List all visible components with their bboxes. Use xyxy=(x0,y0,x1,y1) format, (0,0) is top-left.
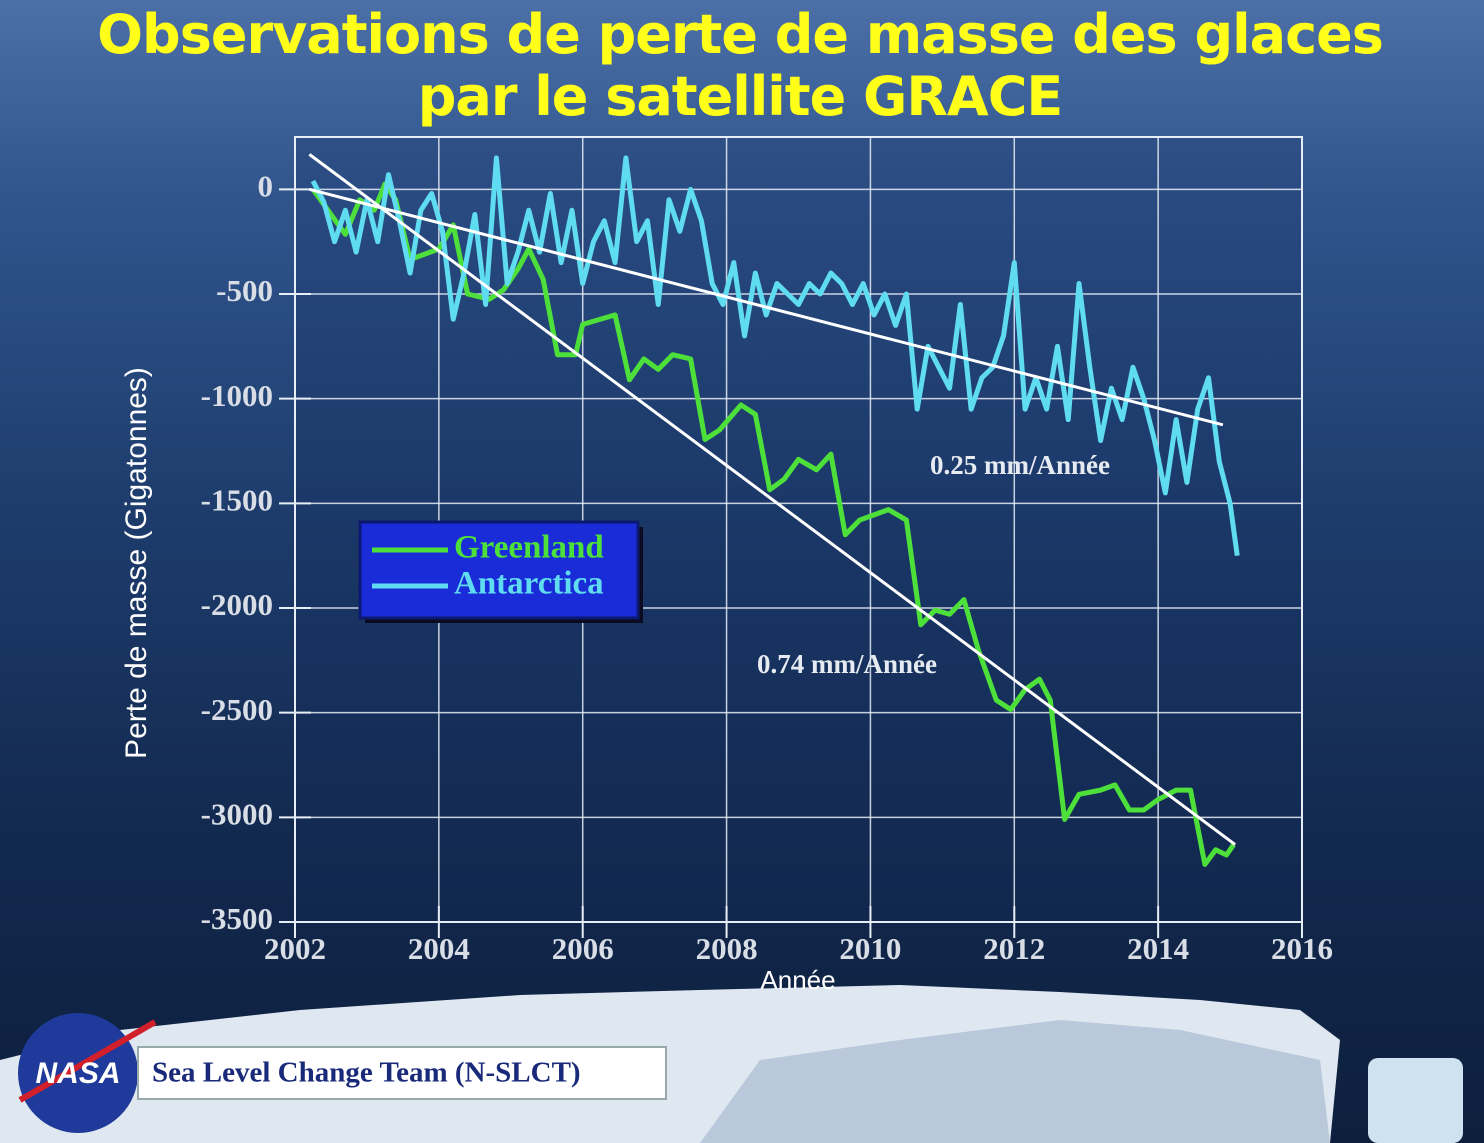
iceberg-shade xyxy=(700,1020,1330,1143)
iceberg-small xyxy=(1368,1058,1463,1143)
x-tick-label: 2012 xyxy=(983,931,1045,966)
y-axis-label: Perte de masse (Gigatonnes) xyxy=(120,367,153,759)
trend-line xyxy=(308,153,1237,846)
annotation: 0.25 mm/Année xyxy=(930,450,1110,480)
annotation: 0.74 mm/Année xyxy=(757,649,937,679)
x-tick-label: 2004 xyxy=(408,931,470,966)
footer-text: Sea Level Change Team (N-SLCT) xyxy=(152,1057,581,1089)
y-tick-label: -1000 xyxy=(201,378,273,413)
x-tick-label: 2010 xyxy=(839,931,901,966)
nasa-swoosh xyxy=(18,1019,157,1103)
y-tick-label: -3500 xyxy=(201,901,273,936)
y-tick-label: -1500 xyxy=(201,482,273,517)
nasa-logo xyxy=(18,1013,138,1133)
data-line xyxy=(310,155,1240,557)
x-tick-label: 2006 xyxy=(552,931,614,966)
legend-label: Greenland xyxy=(454,530,604,566)
trend-line xyxy=(309,187,1224,427)
legend-label: Antarctica xyxy=(454,566,604,602)
x-tick-label: 2016 xyxy=(1271,931,1333,966)
y-tick-label: -2500 xyxy=(201,692,273,727)
legend-box xyxy=(358,520,640,620)
footer-box xyxy=(137,1046,667,1100)
x-axis-label: Année xyxy=(760,965,835,995)
y-tick-label: -2000 xyxy=(201,587,273,622)
x-tick-label: 2002 xyxy=(264,931,326,966)
data-line xyxy=(310,181,1236,867)
chart-title: Observations de perte de masse des glace… xyxy=(97,3,1384,128)
y-tick-label: -3000 xyxy=(201,796,273,831)
x-tick-label: 2014 xyxy=(1127,931,1189,966)
y-tick-label: -500 xyxy=(216,273,273,308)
x-tick-label: 2008 xyxy=(696,931,758,966)
logo-text: NASA xyxy=(35,1057,120,1090)
y-tick-label: 0 xyxy=(258,168,274,203)
